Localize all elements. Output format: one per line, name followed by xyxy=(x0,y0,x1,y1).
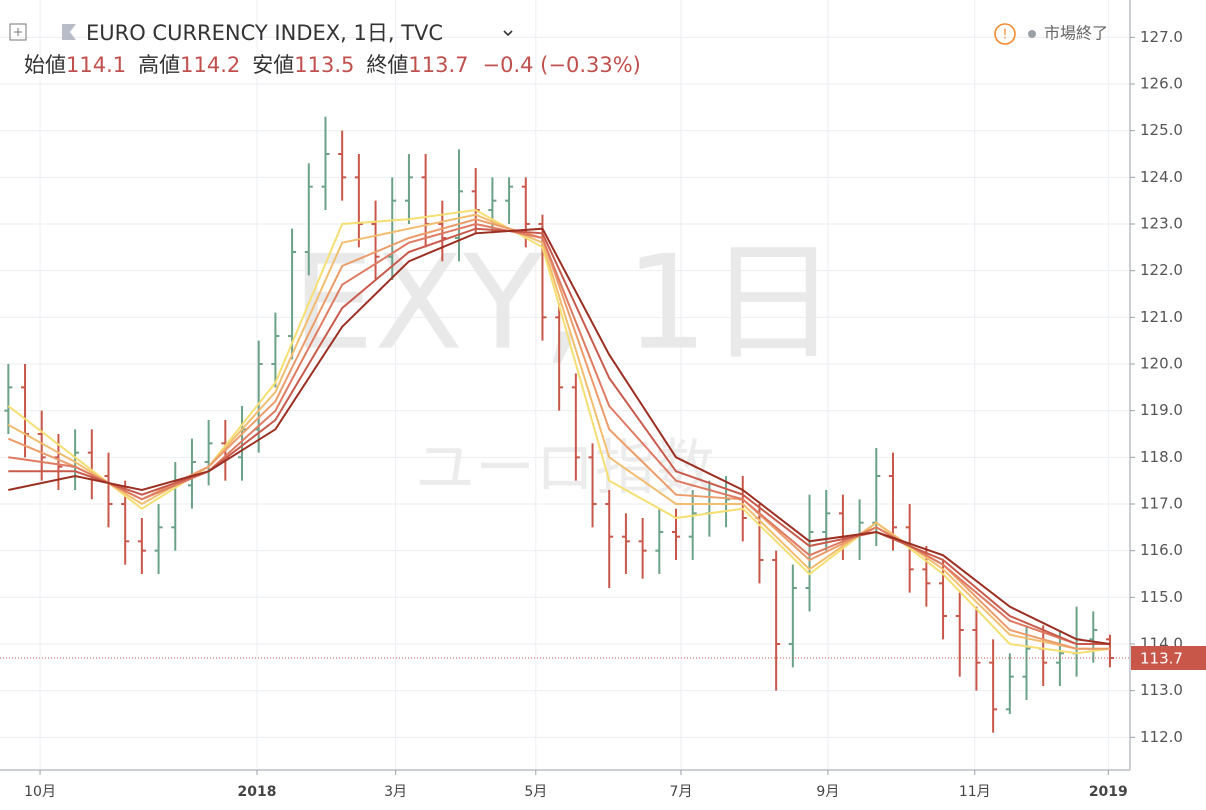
ohlc-bar xyxy=(822,490,831,551)
y-tick-label: 121.0 xyxy=(1140,308,1183,326)
x-tick-label: 2018 xyxy=(238,784,277,800)
legend-label: 始値 xyxy=(24,53,66,77)
ohlc-bar xyxy=(371,200,380,280)
ohlc-bar xyxy=(104,452,113,528)
add-icon-plus xyxy=(14,28,22,36)
ohlc-bar xyxy=(621,513,630,574)
ohlc-bar xyxy=(288,228,297,360)
y-tick-label: 117.0 xyxy=(1140,495,1183,513)
y-tick-label: 113.0 xyxy=(1140,681,1183,699)
legend-value: 114.1 xyxy=(66,53,126,77)
ohlc-bar xyxy=(438,200,447,262)
ohlc-bar xyxy=(638,518,647,579)
ohlc-bar xyxy=(688,490,697,560)
ohlc-legend: 始値114.1 高値114.2 安値113.5 終値113.7 −0.4 (−0.33%… xyxy=(24,53,641,77)
x-tick-label: 11月 xyxy=(959,784,991,800)
warning-mark: ! xyxy=(1002,28,1007,43)
ohlc-bar xyxy=(455,149,464,262)
legend-label: 高値 xyxy=(138,53,180,77)
y-tick-label: 118.0 xyxy=(1140,448,1183,466)
ohlc-bar xyxy=(505,177,514,224)
ohlc-bar xyxy=(588,443,597,528)
symbol-icon xyxy=(62,24,76,40)
ohlc-bar xyxy=(1005,653,1014,714)
x-tick-label: 7月 xyxy=(670,784,693,800)
ohlc-bar xyxy=(304,163,313,276)
warning-icon[interactable] xyxy=(994,23,1016,45)
ohlc-bar xyxy=(321,116,330,210)
y-tick-label: 127.0 xyxy=(1140,28,1183,46)
legend-change: −0.4 (−0.33%) xyxy=(483,53,641,77)
x-tick-label: 2019 xyxy=(1089,784,1128,800)
ohlc-bar xyxy=(605,490,614,588)
dropdown-arrow[interactable] xyxy=(503,30,513,37)
ohlc-bar xyxy=(955,592,964,677)
ohlc-bar xyxy=(4,364,13,434)
y-tick-label: 120.0 xyxy=(1140,355,1183,373)
ohlc-bar xyxy=(655,508,664,574)
legend-label: 終値 xyxy=(366,53,408,77)
ohlc-bar xyxy=(204,420,213,486)
y-tick-label: 115.0 xyxy=(1140,588,1183,606)
ohlc-bar xyxy=(271,312,280,388)
ohlc-bar xyxy=(538,214,547,341)
y-tick-label: 124.0 xyxy=(1140,168,1183,186)
chart-title[interactable]: EURO CURRENCY INDEX, 1日, TVC xyxy=(86,21,443,45)
add-icon[interactable] xyxy=(9,23,27,41)
ohlc-bar xyxy=(1089,611,1098,663)
ohlc-bar xyxy=(972,606,981,691)
ohlc-bar xyxy=(354,154,363,248)
ohlc-bar xyxy=(805,494,814,612)
moving-average xyxy=(8,227,1111,645)
status-dot xyxy=(1028,30,1036,38)
ohlc-bar xyxy=(137,518,146,574)
axes: 112.0113.0114.0115.0116.0117.0118.0119.0… xyxy=(24,28,1206,800)
y-tick-label: 126.0 xyxy=(1140,75,1183,93)
y-tick-label: 116.0 xyxy=(1140,541,1183,559)
x-tick-label: 3月 xyxy=(384,784,407,800)
watermark-sub: ユーロ指数 xyxy=(415,434,715,504)
y-tick-label: 125.0 xyxy=(1140,121,1183,139)
y-tick-label: 112.0 xyxy=(1140,728,1183,746)
ohlc-bar xyxy=(772,550,781,691)
ohlc-bar xyxy=(37,410,46,481)
ohlc-bar xyxy=(338,130,347,201)
moving-average xyxy=(7,218,1110,650)
last-price-tag xyxy=(1131,646,1206,670)
ohlc-bar xyxy=(154,504,163,574)
x-tick-label: 9月 xyxy=(816,784,839,800)
ohlc-bar xyxy=(388,177,397,280)
ohlc-bar xyxy=(404,154,413,224)
last-price-label: 113.7 xyxy=(1140,650,1183,668)
y-tick-label: 119.0 xyxy=(1140,401,1183,419)
plot xyxy=(0,116,1130,733)
y-tick-label: 122.0 xyxy=(1140,261,1183,279)
x-tick-label: 5月 xyxy=(524,784,547,800)
legend-label: 安値 xyxy=(252,53,294,77)
x-tick-label: 10月 xyxy=(24,784,56,800)
ohlc-bar xyxy=(187,438,196,509)
ohlc-bar xyxy=(571,373,580,481)
y-tick-label: 123.0 xyxy=(1140,215,1183,233)
legend-value: 113.5 xyxy=(294,53,354,77)
legend-value: 113.7 xyxy=(408,53,468,77)
ohlc-bar xyxy=(989,639,998,733)
market-status: 市場終了 xyxy=(1044,24,1108,43)
ohlc-bar xyxy=(788,564,797,668)
legend-value: 114.2 xyxy=(180,53,240,77)
ohlc-bar xyxy=(555,303,564,411)
grid xyxy=(0,0,1130,770)
